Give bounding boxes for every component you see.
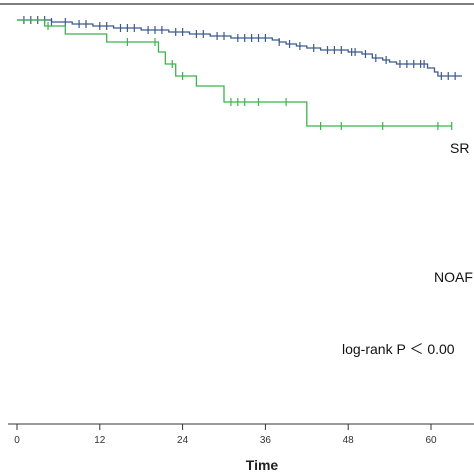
x-tick-label: 12 xyxy=(94,435,106,446)
x-tick-label: 0 xyxy=(14,435,20,446)
x-axis-title: Time xyxy=(246,457,279,473)
x-tick-label: 48 xyxy=(343,435,355,446)
x-tick-label: 24 xyxy=(177,435,189,446)
series-label-noaf: NOAF xyxy=(434,269,473,285)
survival-curve-noaf xyxy=(17,19,452,127)
log-rank-annotation: log-rank P ＜ 0.00 xyxy=(342,341,455,357)
series-sr xyxy=(17,16,463,80)
x-tick-label: 60 xyxy=(425,435,437,446)
series-group xyxy=(17,16,463,130)
survival-curve-sr xyxy=(17,19,463,77)
x-axis-ticks: 0 12 24 36 48 60 xyxy=(14,424,437,446)
series-label-sr: SR xyxy=(450,140,469,156)
series-noaf xyxy=(17,19,453,130)
x-tick-label: 36 xyxy=(260,435,272,446)
